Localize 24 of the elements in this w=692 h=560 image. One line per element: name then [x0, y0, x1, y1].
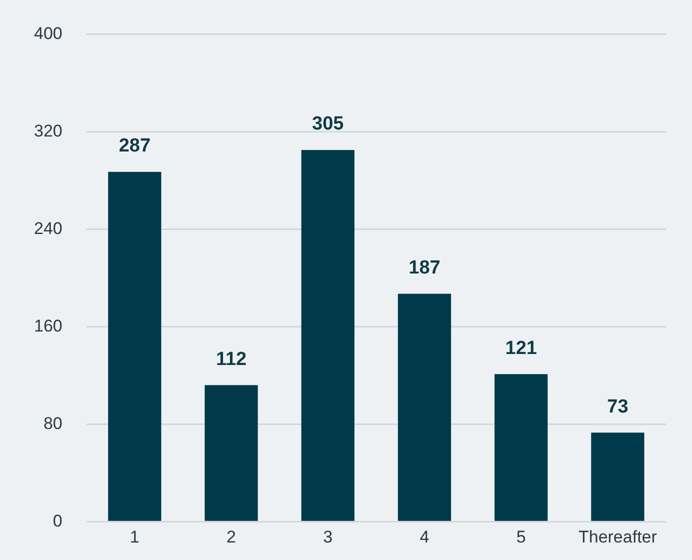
x-tick-label: 3: [323, 527, 333, 546]
data-label: 287: [118, 136, 151, 157]
data-label: 112: [216, 348, 247, 370]
y-tick-label: 400: [34, 24, 62, 43]
y-tick-label: 320: [34, 121, 62, 140]
x-tick-label: 1: [130, 527, 140, 546]
data-label: 121: [505, 338, 538, 359]
x-tick-label: 2: [226, 527, 236, 546]
y-tick-label: 80: [43, 414, 62, 433]
y-tick-label: 240: [34, 218, 62, 238]
bar: [494, 374, 548, 521]
y-tick-label: 160: [34, 316, 62, 336]
x-tick-label: Thereafter: [578, 527, 658, 546]
data-label: 305: [312, 114, 344, 135]
data-label: 73: [607, 396, 628, 418]
x-tick-label: 5: [516, 527, 526, 546]
bar: [398, 294, 452, 521]
bar: [301, 150, 354, 521]
x-tick-label: 4: [420, 527, 430, 546]
bar: [108, 172, 162, 521]
bar: [204, 385, 258, 521]
bar: [591, 432, 644, 521]
data-label: 187: [408, 257, 440, 278]
y-tick-label: 0: [52, 511, 62, 530]
